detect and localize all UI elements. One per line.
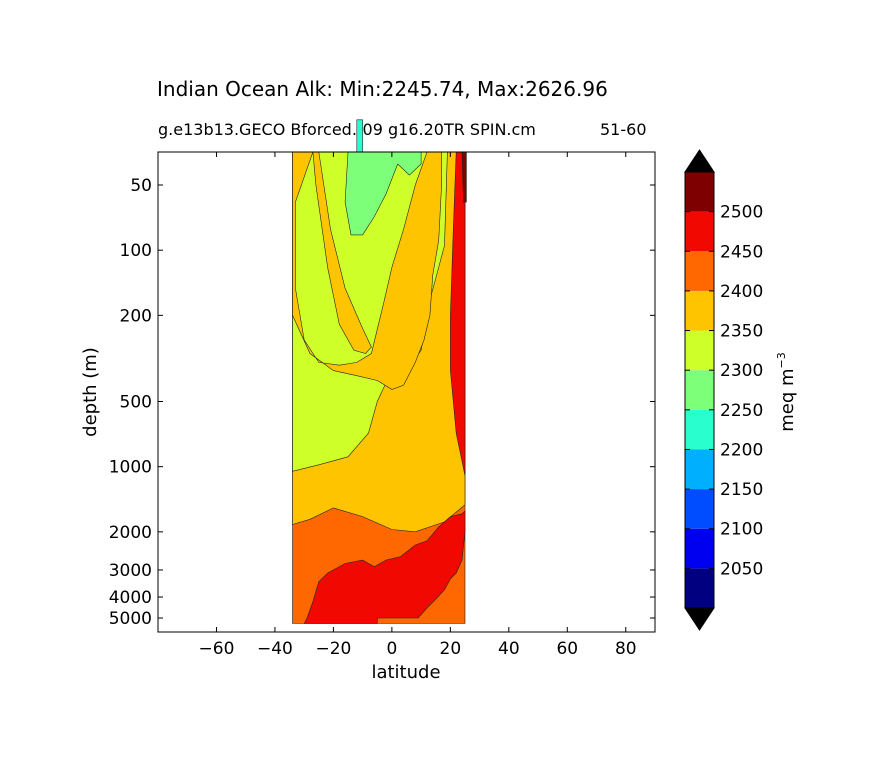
y-tick-label: 200 [120, 306, 152, 326]
x-tick-label: 60 [556, 639, 578, 659]
colorbar-tick-label: 2300 [720, 361, 763, 381]
x-tick-label: −60 [199, 639, 235, 659]
colorbar-tick-label: 2500 [720, 203, 763, 223]
x-tick-label: 40 [498, 639, 520, 659]
y-tick-label: 3000 [109, 561, 152, 581]
y-tick-label: 4000 [109, 588, 152, 608]
colorbar-swatch [685, 568, 714, 608]
colorbar-swatch [685, 290, 714, 331]
colorbar-tick-label: 2450 [720, 242, 763, 262]
colorbar-tick-label: 2100 [720, 520, 763, 540]
y-tick-label: 1000 [109, 458, 152, 478]
colorbar-tick-label: 2150 [720, 480, 763, 500]
colorbar-extend-min [684, 607, 715, 631]
colorbar-tick-label: 2200 [720, 440, 763, 460]
colorbar-swatch [685, 528, 714, 569]
region-2350-2400-tongue [292, 151, 442, 390]
x-tick-label: −40 [257, 639, 293, 659]
region-2200-2250 [356, 119, 363, 153]
colorbar-swatch [685, 172, 714, 212]
y-tick-label: 2000 [109, 523, 152, 543]
colorbar: 2050 2100 2150 2200 2250 2300 2350 2400 2450 2500 [684, 149, 763, 631]
contour-fill [292, 119, 467, 624]
x-tick-label: 0 [386, 639, 397, 659]
colorbar-tick-label: 2050 [720, 559, 763, 579]
colorbar-extend-max [684, 149, 715, 173]
region-2250-2300 [344, 151, 422, 236]
colorbar-swatch [685, 251, 714, 291]
region-2450-2500-bottom [303, 510, 466, 624]
chart-title: Indian Ocean Alk: Min:2245.74, Max:2626.… [157, 77, 608, 101]
x-axis-label: latitude [371, 662, 440, 683]
colorbar-tick-label: 2350 [720, 322, 763, 342]
y-axis-label: depth (m) [80, 347, 101, 437]
y-tick-label: 500 [120, 393, 152, 413]
colorbar-swatch [685, 330, 714, 371]
colorbar-tick-label: 2400 [720, 282, 763, 302]
colorbar-tick-label: 2250 [720, 401, 763, 421]
colorbar-swatch [685, 449, 714, 490]
colorbar-swatch [685, 370, 714, 410]
region-2450-2500-strip [450, 151, 466, 476]
x-axis-ticks: −60 −40 −20 0 20 40 60 80 [199, 152, 637, 659]
x-tick-label: 20 [440, 639, 462, 659]
colorbar-swatch [685, 489, 714, 529]
y-tick-label: 5000 [109, 609, 152, 629]
chart-subtitle: g.e13b13.GECO Bforced.f09 g16.20TR SPIN.… [158, 120, 536, 139]
x-tick-label: 80 [615, 639, 637, 659]
colorbar-swatch [685, 211, 714, 252]
plot-frame [157, 151, 656, 633]
y-tick-label: 100 [120, 241, 152, 261]
colorbar-frame [684, 171, 715, 609]
x-tick-label: −20 [315, 639, 351, 659]
y-tick-label: 50 [130, 176, 152, 196]
colorbar-label: meq m−3 [775, 352, 798, 432]
colorbar-swatch [685, 409, 714, 450]
chart-subtitle-right: 51-60 [600, 120, 647, 139]
